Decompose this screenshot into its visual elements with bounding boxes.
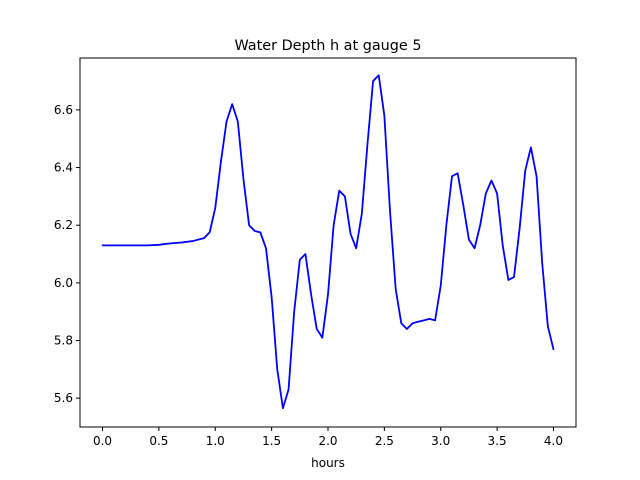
x-tick-label: 0.0 xyxy=(93,434,112,448)
x-axis-ticks: 0.0 0.5 1.0 1.5 2.0 2.5 3.0 3.5 4.0 xyxy=(93,427,563,448)
x-tick-label: 0.5 xyxy=(149,434,168,448)
x-tick-label: 1.0 xyxy=(206,434,225,448)
x-tick-label: 1.5 xyxy=(262,434,281,448)
y-tick-label: 6.2 xyxy=(54,218,73,232)
x-tick-label: 3.5 xyxy=(488,434,507,448)
x-tick-label: 2.0 xyxy=(318,434,337,448)
y-tick-label: 5.8 xyxy=(54,334,73,348)
x-tick-label: 2.5 xyxy=(375,434,394,448)
y-tick-label: 5.6 xyxy=(54,391,73,405)
y-tick-label: 6.6 xyxy=(54,103,73,117)
x-tick-label: 4.0 xyxy=(544,434,563,448)
y-tick-label: 6.0 xyxy=(54,276,73,290)
y-axis-ticks: 5.6 5.8 6.0 6.2 6.4 6.6 xyxy=(54,103,80,405)
x-tick-label: 3.0 xyxy=(431,434,450,448)
water-depth-series-line xyxy=(101,74,555,410)
y-tick-label: 6.4 xyxy=(54,161,73,175)
x-axis-label: hours xyxy=(311,456,345,470)
chart-title: Water Depth h at gauge 5 xyxy=(234,38,421,54)
